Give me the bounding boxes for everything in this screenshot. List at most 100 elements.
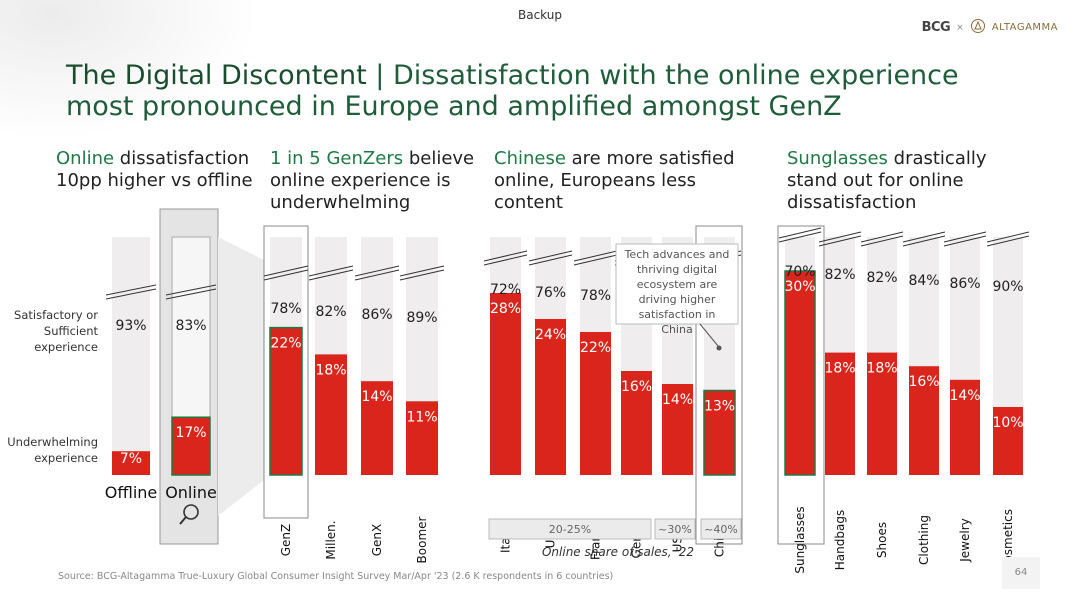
axis-break-mark <box>165 284 217 296</box>
data-label-underwhelming: 14% <box>361 389 392 405</box>
axis-break-mark <box>986 231 1030 243</box>
axis-break-mark <box>399 269 445 281</box>
axis-break-mark <box>308 265 354 277</box>
bar-underwhelming-clothing <box>909 366 939 475</box>
category-label: Clothing <box>917 515 931 565</box>
bar-satisfactory-offline <box>112 237 150 475</box>
data-label-underwhelming: 11% <box>406 409 437 425</box>
section-highlight: 1 in 5 GenZers <box>270 148 404 169</box>
bcg-logo: BCG <box>921 20 951 35</box>
bar-underwhelming-genx <box>361 381 393 475</box>
source-footnote: Source: BCG-Altagamma True-Luxury Global… <box>58 571 614 582</box>
data-label-underwhelming: 18% <box>824 361 855 377</box>
data-label-underwhelming: 10% <box>992 415 1023 431</box>
data-label-satisfactory: 82% <box>315 304 346 320</box>
category-label: Millen. <box>324 520 338 559</box>
bar-underwhelming-cosmetics <box>993 407 1023 475</box>
section-highlight: Online <box>56 148 115 169</box>
axis-break-mark <box>818 235 862 247</box>
axis-break-mark <box>483 254 528 266</box>
title-rest: Dissatisfaction with the online experien… <box>66 60 959 122</box>
axis-break-mark <box>263 269 309 281</box>
section-heading-channel: Online dissatisfaction 10pp higher vs of… <box>56 148 261 192</box>
bar-underwhelming-france <box>580 332 611 475</box>
section-text: dissatisfaction 10pp higher vs offline <box>56 148 253 191</box>
bar-underwhelming-millen <box>315 354 347 475</box>
category-label: Jewelry <box>958 518 972 563</box>
axis-break-mark <box>573 250 618 262</box>
data-label-underwhelming: 16% <box>908 374 939 390</box>
data-label-underwhelming: 18% <box>866 361 897 377</box>
bar-underwhelming-china <box>703 389 736 476</box>
china-highlight-box <box>695 225 743 545</box>
category-label: Sunglasses <box>793 506 807 573</box>
zoom-connector <box>218 237 264 516</box>
data-label-underwhelming: 18% <box>315 362 346 378</box>
section-text: are more satisfied online, Europeans les… <box>494 148 735 213</box>
altagamma-emblem-icon <box>970 18 986 37</box>
axis-break-mark <box>943 235 987 247</box>
data-label-underwhelming: 14% <box>949 388 980 404</box>
data-label-underwhelming: 24% <box>535 327 566 343</box>
axis-break-mark <box>263 265 309 277</box>
magnifier-icon <box>179 504 199 525</box>
share-caption: Online share of sales, '22 <box>542 545 694 559</box>
category-label: Cosmetics <box>1001 509 1015 571</box>
share-label-europe: 20-25% <box>549 523 591 536</box>
share-box-china <box>700 518 742 540</box>
bar-underwhelming-genz <box>269 326 303 476</box>
axis-break-mark <box>528 254 573 266</box>
data-label-satisfactory: 72% <box>490 282 521 298</box>
axis-break-mark <box>399 265 445 277</box>
axis-break-mark <box>354 265 400 277</box>
title-highlight: The Digital Discontent <box>66 60 367 91</box>
category-label: GenZ <box>279 524 293 557</box>
axis-break-mark <box>528 250 573 262</box>
data-label-satisfactory: 76% <box>535 285 566 301</box>
axis-break-mark <box>308 269 354 281</box>
bar-underwhelming-usa <box>662 384 693 475</box>
data-label-underwhelming: 17% <box>175 425 206 441</box>
data-label-satisfactory: 89% <box>406 310 437 326</box>
logo-group: BCG × ALTAGAMMA <box>922 18 1058 37</box>
axis-break-mark <box>354 269 400 281</box>
annotation-text: Tech advances and thriving digital ecosyst… <box>624 248 730 336</box>
data-label-underwhelming: 16% <box>621 379 652 395</box>
axis-break-mark <box>902 231 946 243</box>
annotation-pointer <box>699 323 719 347</box>
data-label-underwhelming: 13% <box>704 399 735 415</box>
data-label-underwhelming: 28% <box>490 301 521 317</box>
bar-underwhelming-sunglasses <box>784 270 816 476</box>
axis-break-mark <box>902 235 946 247</box>
section-text: drastically stand out for online dissati… <box>787 148 987 213</box>
axis-break-mark <box>986 235 1030 247</box>
data-label-underwhelming: 14% <box>662 392 693 408</box>
page-number: 64 <box>1002 557 1040 589</box>
data-label-satisfactory: 86% <box>949 276 980 292</box>
data-label-underwhelming: 7% <box>120 451 142 467</box>
page-title: The Digital Discontent | Dissatisfaction… <box>66 60 1026 122</box>
axis-break-mark <box>105 284 157 296</box>
section-heading-generation: 1 in 5 GenZers believe online experience… <box>270 148 480 214</box>
genz-highlight-box <box>263 225 309 519</box>
category-label: Online <box>165 483 217 502</box>
y-label-satisfactory: Satisfactory or Sufficient experience <box>14 308 98 354</box>
section-heading-category: Sunglasses drastically stand out for onl… <box>787 148 1007 214</box>
section-heading-country: Chinese are more satisfied online, Europ… <box>494 148 754 214</box>
bar-underwhelming-online <box>171 416 211 476</box>
annotation-dot <box>716 345 722 351</box>
data-label-satisfactory: 83% <box>175 318 206 334</box>
data-label-satisfactory: 82% <box>866 270 897 286</box>
bar-underwhelming-handbags <box>825 352 855 475</box>
bar-underwhelming-shoes <box>867 352 897 475</box>
section-highlight: Chinese <box>494 148 566 169</box>
data-label-underwhelming: 30% <box>784 279 815 295</box>
share-label-china: ~40% <box>704 523 738 536</box>
data-label-satisfactory: 86% <box>361 307 392 323</box>
bar-underwhelming-italy <box>490 293 521 475</box>
data-label-satisfactory: 90% <box>992 279 1023 295</box>
title-separator: | <box>366 60 393 91</box>
axis-break-mark <box>573 254 618 266</box>
axis-break-mark <box>860 231 904 243</box>
